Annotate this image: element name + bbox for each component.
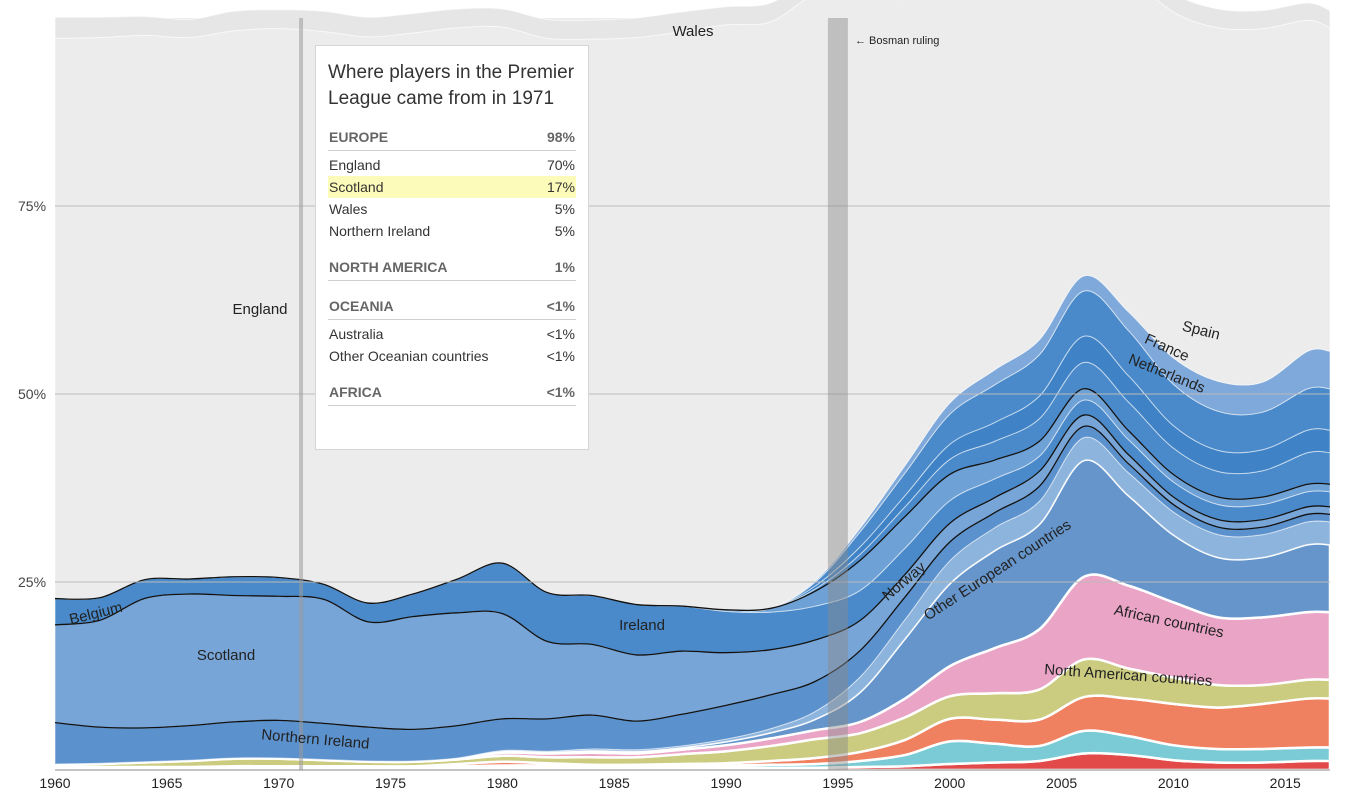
area-label: Ireland — [619, 617, 665, 634]
y-tick-label: 50% — [18, 386, 46, 402]
year-tooltip: Where players in the Premier League came… — [315, 45, 589, 450]
y-tick-label: 75% — [18, 198, 46, 214]
scotland-lower-outline — [54, 425, 1331, 731]
tooltip-section-header: OCEANIA <1% — [328, 295, 576, 320]
area-label: England — [232, 301, 287, 318]
bosman-ruling-band — [827, 18, 848, 770]
y-axis: 25% 50% 75% — [18, 198, 46, 590]
x-tick-label: 2000 — [934, 775, 965, 791]
tooltip-title: Where players in the Premier League came… — [328, 62, 575, 109]
tooltip-row: Northern Ireland 5% — [329, 223, 575, 239]
tooltip-section-africa: AFRICA <1% — [328, 381, 576, 406]
year-markers — [299, 18, 848, 770]
tooltip-section-header: EUROPE 98% — [328, 126, 576, 151]
tooltip-row: England 70% — [329, 157, 575, 173]
x-tick-label: 1990 — [710, 775, 741, 791]
x-tick-label: 2005 — [1046, 775, 1077, 791]
gridlines — [55, 205, 1330, 583]
area-label: Wales — [672, 23, 713, 40]
tooltip-row: Wales 5% — [329, 201, 575, 217]
area-wales — [54, 0, 1331, 40]
x-tick-label: 1965 — [151, 775, 182, 791]
x-tick-label: 1985 — [599, 775, 630, 791]
norway-upper-outline — [54, 388, 1331, 612]
scotland-upper-outline — [54, 414, 1331, 656]
bosman-ruling-annotation: ← Bosman ruling — [855, 35, 939, 47]
tooltip-section-header: AFRICA <1% — [328, 381, 576, 406]
x-tick-label: 1975 — [375, 775, 406, 791]
tooltip-row-highlighted: Scotland 17% — [328, 176, 576, 198]
x-tick-label: 1960 — [39, 775, 70, 791]
tooltip-section-europe: EUROPE 98% England 70% Scotland 17% Wales 5%… — [328, 126, 576, 242]
tooltip-section-oceania: OCEANIA <1% Australia <1% Other Oceanian c… — [328, 295, 576, 367]
y-tick-label: 25% — [18, 574, 46, 590]
highlight-year-line — [299, 18, 304, 770]
x-tick-label: 1970 — [263, 775, 294, 791]
tooltip-section-header: NORTH AMERICA 1% — [328, 256, 576, 281]
x-tick-label: 2010 — [1158, 775, 1189, 791]
x-axis: 1960 1965 1970 1975 1980 1985 1990 1995 2000 2005… — [39, 769, 1330, 791]
area-label: Scotland — [197, 647, 255, 664]
x-tick-label: 1980 — [487, 775, 518, 791]
tooltip-section-north-america: NORTH AMERICA 1% — [328, 256, 576, 281]
x-tick-label: 1995 — [822, 775, 853, 791]
tooltip-row: Other Oceanian countries <1% — [329, 348, 575, 364]
x-tick-label: 2015 — [1270, 775, 1301, 791]
tooltip-row: Australia <1% — [329, 326, 575, 342]
